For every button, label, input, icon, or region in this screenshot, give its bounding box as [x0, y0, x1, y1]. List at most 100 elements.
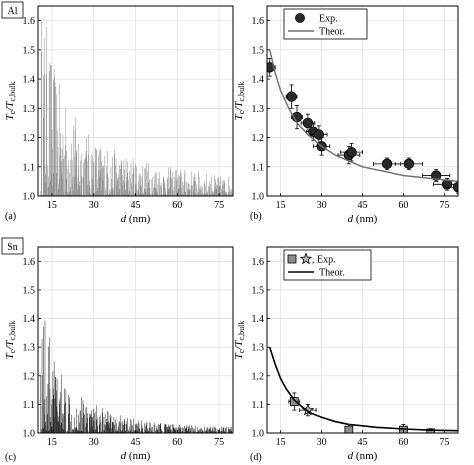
histogram-bar	[123, 160, 125, 196]
histogram-bar	[219, 185, 220, 196]
y-axis-sub: c	[237, 349, 246, 353]
histogram-bar	[146, 421, 148, 433]
histogram-bar	[164, 423, 166, 433]
histogram-bar	[210, 193, 212, 196]
histogram-bar	[124, 421, 126, 433]
histogram-bar	[136, 431, 137, 433]
histogram-bar	[174, 176, 175, 196]
histogram-bar	[97, 187, 98, 196]
histogram-bar	[44, 414, 45, 433]
histogram-bar	[82, 417, 83, 433]
histogram-bar	[188, 190, 189, 196]
histogram-bar	[57, 420, 59, 433]
histogram-bar	[68, 160, 69, 196]
y-tick-label: 1.6	[23, 257, 36, 268]
x-tick-label: 45	[131, 437, 141, 448]
histogram-bar	[225, 192, 226, 196]
histogram-bar	[54, 82, 56, 196]
histogram-bar	[77, 430, 79, 433]
histogram-bar	[99, 424, 100, 433]
y-axis-var: T	[233, 113, 245, 120]
panel-c-sn-histogram: 15 30 45 60 75 1.0 1.1 1.2 1.3 1.4 1.5 1.6 d (nm) Tc/…	[4, 246, 234, 462]
legend-marker-square	[287, 254, 297, 264]
histogram-bar	[43, 326, 44, 433]
histogram-bar	[42, 375, 43, 433]
histogram-bar	[194, 430, 196, 433]
x-tick-label: 60	[172, 200, 182, 211]
histogram-bar	[71, 428, 73, 433]
histogram-bar	[158, 423, 159, 433]
histogram-bar	[227, 193, 228, 196]
histogram-bar	[111, 428, 113, 433]
histogram-bar	[219, 428, 220, 433]
histogram-bar	[202, 186, 203, 196]
histogram-bar	[228, 176, 230, 196]
histogram-bar	[56, 192, 58, 196]
histogram-bar	[162, 177, 164, 196]
x-tick-label: 45	[131, 200, 141, 211]
histogram-bar	[92, 155, 93, 196]
histogram-bar	[144, 188, 145, 196]
histogram-bar	[56, 406, 57, 433]
histogram-bar	[199, 194, 201, 196]
histogram-bar	[220, 431, 222, 433]
histogram-bar	[75, 426, 77, 433]
histogram-bar	[106, 165, 107, 196]
histogram-bar	[226, 192, 227, 196]
histogram-bar	[83, 403, 84, 433]
histogram-bar	[202, 430, 203, 433]
histogram-bar	[223, 191, 224, 196]
histogram-bar	[223, 179, 225, 196]
histogram-bar	[58, 184, 59, 196]
histogram-bar	[174, 194, 176, 196]
histogram-bar	[173, 427, 174, 433]
histogram-bar	[77, 184, 78, 196]
histogram-bar	[71, 415, 72, 433]
histogram-bar	[142, 166, 143, 196]
x-tick-label: 45	[358, 200, 368, 211]
histogram-bar	[123, 180, 124, 196]
histogram-bar	[141, 420, 142, 433]
histogram-bar	[49, 388, 51, 433]
histogram-bar	[47, 166, 48, 196]
histogram-bar	[49, 337, 50, 433]
histogram-bar	[212, 193, 214, 196]
histogram-bar	[71, 194, 72, 196]
histogram-bar	[131, 193, 132, 196]
panel-letter-a: (a)	[5, 211, 16, 222]
histogram-bar	[165, 424, 167, 433]
histogram-bar	[151, 430, 153, 433]
histogram-bar	[190, 189, 191, 196]
histogram-bar	[211, 429, 213, 433]
histogram-bar	[189, 189, 191, 196]
x-axis-title: d (nm)	[348, 213, 378, 225]
histogram-bar	[47, 415, 48, 433]
histogram-bar	[89, 413, 90, 433]
histogram-bar	[137, 191, 138, 196]
histogram-bar	[215, 183, 217, 196]
histogram-bar	[153, 187, 154, 196]
histogram-bar	[180, 173, 182, 196]
y-axis-title: Tc/Tc,bulk	[4, 82, 17, 121]
histogram-bar	[215, 431, 216, 433]
histogram-bar	[213, 427, 215, 433]
histogram-bar	[178, 175, 179, 196]
histogram-bar	[109, 422, 110, 433]
histogram-bar	[200, 431, 202, 433]
histogram-bar	[137, 420, 139, 433]
histogram-bar	[181, 431, 182, 433]
plot-area	[40, 320, 233, 433]
histogram-bar	[51, 129, 53, 196]
histogram-bar	[228, 430, 230, 433]
histogram-bar	[44, 165, 46, 196]
y-axis-sub: c	[8, 110, 17, 114]
histogram-bar	[170, 424, 171, 433]
histogram-bar	[122, 430, 123, 433]
histogram-bar	[91, 179, 93, 196]
histogram-bar	[140, 193, 142, 196]
x-axis-title: d (nm)	[348, 450, 378, 462]
y-tick-label: 1.5	[23, 45, 36, 56]
histogram-bar	[216, 184, 217, 196]
histogram-bar	[60, 147, 62, 196]
histogram-bar	[64, 388, 65, 433]
